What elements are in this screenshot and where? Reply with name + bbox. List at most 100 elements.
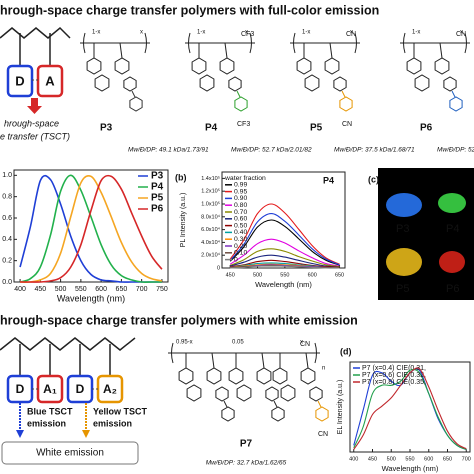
bond xyxy=(236,90,241,98)
legend-label: 0.20 xyxy=(234,243,247,250)
y-tick-label: 1.0x10⁵ xyxy=(201,200,220,207)
ring xyxy=(114,57,130,75)
caption: e transfer (TSCT) xyxy=(0,131,70,141)
bond xyxy=(119,42,123,59)
arrow xyxy=(16,430,24,438)
ring xyxy=(272,367,288,385)
ring xyxy=(215,386,229,402)
legend-label: P7 (x=0.4) CIE(0.31, xyxy=(362,365,426,372)
x-tick-label: 600 xyxy=(95,286,107,293)
sample-label: P4 xyxy=(446,223,459,235)
subscript: 1-x xyxy=(92,30,100,36)
x-tick-label: 650 xyxy=(335,272,344,278)
ring xyxy=(123,76,137,92)
sample-label: P3 xyxy=(396,223,409,235)
mw-label: Mw/Đ/DP: 52.8 kDa xyxy=(437,147,474,154)
x-tick-label: 550 xyxy=(405,456,414,462)
section-title: hrough-space charge transfer polymers wi… xyxy=(0,3,379,17)
y-tick-label: 0.2 xyxy=(2,258,12,265)
ring xyxy=(339,96,353,112)
legend-label: P5 xyxy=(151,193,164,204)
emission-blob xyxy=(386,193,422,217)
acceptor-box xyxy=(36,64,64,98)
ring xyxy=(449,96,463,112)
annotation: P4 xyxy=(323,175,334,185)
series-line xyxy=(230,265,340,269)
x-tick-label: 400 xyxy=(14,286,26,293)
series-line xyxy=(20,174,163,283)
subscript: x xyxy=(245,30,248,36)
ring xyxy=(300,367,316,385)
x-tick-label: 650 xyxy=(443,456,452,462)
y-tick-label: 0.0 xyxy=(2,279,12,286)
subscript: 1-x xyxy=(412,30,420,36)
bond xyxy=(261,352,265,369)
ring xyxy=(129,96,143,112)
y-axis-label: EL Intensity (a.u.) xyxy=(337,380,344,435)
panel-label: (d) xyxy=(340,346,352,356)
x-axis-label: Wavelength (nm) xyxy=(255,280,312,289)
ring xyxy=(296,57,312,75)
panel-label: (b) xyxy=(175,172,187,182)
emission-label: emission xyxy=(27,418,66,428)
legend-label: 0.60 xyxy=(234,216,247,223)
legend-label: 0.10 xyxy=(234,250,247,257)
y-tick-label: 0.4 xyxy=(2,236,12,243)
white-box xyxy=(1,441,139,465)
unit-label: A₂ xyxy=(103,382,117,396)
y-tick-label: 1.0 xyxy=(2,172,12,179)
ring xyxy=(219,57,235,75)
bond xyxy=(305,352,309,369)
x-tick-label: 450 xyxy=(226,272,235,278)
substituent: CN xyxy=(318,431,328,438)
series-line xyxy=(229,203,340,265)
backbone xyxy=(0,26,71,39)
subscript: 0.05 xyxy=(232,340,244,346)
legend-label: 0.80 xyxy=(234,202,247,209)
donor-label: D xyxy=(15,73,24,88)
ring xyxy=(414,74,430,92)
x-tick-label: 600 xyxy=(308,272,317,278)
y-tick-label: 0.6 xyxy=(2,215,12,222)
x-tick-label: 500 xyxy=(387,456,396,462)
x-tick-label: 500 xyxy=(55,286,67,293)
polymer-label: P3 xyxy=(100,123,113,134)
mw-label: Mw/Đ/DP: 37.5 kDa/1.68/71 xyxy=(334,147,415,154)
emission-blob xyxy=(438,193,466,213)
series-line xyxy=(229,238,340,267)
legend-label: P4 xyxy=(151,182,164,193)
subscript: 0.95-x xyxy=(176,340,193,346)
legend-label: 0.90 xyxy=(234,195,247,202)
series-line xyxy=(229,213,340,266)
emission-blob xyxy=(439,251,465,273)
bond xyxy=(341,90,346,98)
legend-label: 0.70 xyxy=(234,209,247,216)
plot-frame xyxy=(13,169,169,283)
backbone xyxy=(0,337,136,351)
ring xyxy=(309,386,323,402)
legend-label: 0.40 xyxy=(234,229,247,236)
unit-label: A₁ xyxy=(43,382,57,396)
legend-label: 0.95 xyxy=(234,188,247,195)
x-tick-label: 450 xyxy=(368,456,377,462)
series-line xyxy=(230,259,340,268)
panel-label: (c) xyxy=(368,174,379,184)
ring xyxy=(86,57,102,75)
legend-label: P7 (x=0.6) CIE(0.32, xyxy=(362,372,426,379)
white-label: White emission xyxy=(36,448,104,459)
subscript: n xyxy=(322,366,325,372)
emission-blob xyxy=(386,248,422,276)
x-tick-label: 650 xyxy=(116,286,128,293)
ring xyxy=(228,367,244,385)
bond xyxy=(451,90,456,98)
ring xyxy=(234,96,248,112)
y-tick-label: 1.2x10⁵ xyxy=(201,188,220,195)
x-tick-label: 400 xyxy=(349,456,358,462)
x-axis-label: Wavelength (nm) xyxy=(57,293,125,303)
ring xyxy=(324,57,340,75)
ring xyxy=(221,406,235,422)
subscript: 1-x xyxy=(197,30,205,36)
bond xyxy=(329,42,333,59)
legend-label: 0.30 xyxy=(234,236,247,243)
subscript: x xyxy=(140,30,143,36)
